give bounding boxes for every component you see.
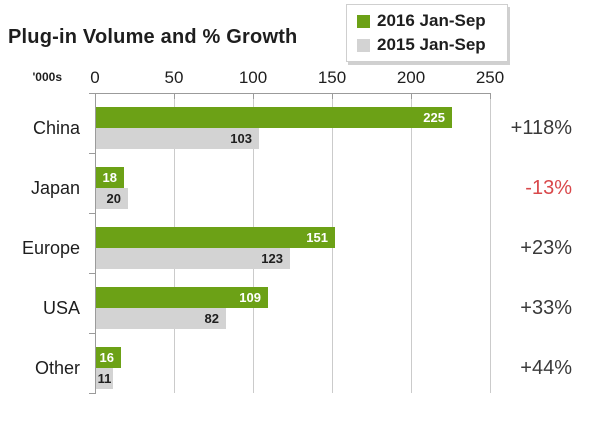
axis-tick-label: 0: [90, 68, 100, 87]
legend: 2016 Jan-Sep 2015 Jan-Sep: [346, 4, 508, 62]
bar-2016: 16: [96, 347, 121, 368]
bar-value-label: 151: [306, 230, 328, 245]
category-axis-tick: [89, 93, 95, 94]
axis-tick: [95, 93, 96, 99]
gridline: [490, 93, 491, 393]
category-axis-tick: [89, 333, 95, 334]
axis-tick: [174, 93, 175, 99]
axis-tick: [490, 93, 491, 99]
legend-item: 2016 Jan-Sep: [357, 11, 507, 31]
axis-tick-label: 250: [475, 68, 505, 87]
category-label: Other: [34, 358, 80, 378]
bar-2015: 123: [96, 248, 290, 269]
gridline: [411, 93, 412, 393]
bar-value-label: 82: [204, 311, 219, 326]
legend-label: 2015 Jan-Sep: [377, 35, 486, 54]
bar-2016: 109: [96, 287, 268, 308]
bar-2016: 151: [96, 227, 335, 248]
category-axis-tick: [89, 153, 95, 154]
bar-value-label: 18: [102, 170, 117, 185]
axis-unit-label: '000s: [32, 70, 62, 84]
category-label: China: [32, 118, 80, 138]
bar-value-label: 225: [423, 110, 445, 125]
chart-title: Plug-in Volume and % Growth: [8, 26, 298, 48]
growth-label: +23%: [520, 237, 572, 259]
axis-tick-label: 150: [317, 68, 347, 87]
growth-label: +33%: [520, 297, 572, 319]
category-axis-tick: [89, 393, 95, 394]
bar-value-label: 16: [99, 350, 114, 365]
axis-tick: [411, 93, 412, 99]
bar-value-label: 11: [97, 371, 112, 386]
legend-item: 2015 Jan-Sep: [357, 35, 507, 55]
bar-value-label: 103: [230, 131, 252, 146]
bar-value-label: 109: [239, 290, 261, 305]
category-label: Europe: [21, 238, 80, 258]
axis-tick: [332, 93, 333, 99]
x-axis-line: [95, 93, 491, 94]
category-axis-tick: [89, 273, 95, 274]
axis-tick: [253, 93, 254, 99]
category-axis-line: [95, 93, 96, 394]
legend-label: 2016 Jan-Sep: [377, 11, 486, 30]
axis-tick-label: 50: [164, 68, 184, 87]
category-label: Japan: [30, 178, 80, 198]
bar-2015: 103: [96, 128, 259, 149]
legend-swatch-icon: [357, 38, 370, 52]
growth-label: -13%: [525, 177, 572, 199]
bar-2015: 82: [96, 308, 226, 329]
growth-label: +118%: [510, 117, 572, 139]
bar-value-label: 20: [106, 191, 121, 206]
bar-2016: 225: [96, 107, 452, 128]
category-label: USA: [42, 298, 80, 318]
bar-2016: 18: [96, 167, 124, 188]
axis-tick-label: 100: [238, 68, 268, 87]
bar-value-label: 123: [261, 251, 283, 266]
category-axis-tick: [89, 213, 95, 214]
axis-tick-label: 200: [396, 68, 426, 87]
legend-swatch-icon: [357, 14, 370, 28]
bar-2015: 20: [96, 188, 128, 209]
growth-label: +44%: [520, 357, 572, 379]
bar-2015: 11: [96, 368, 113, 389]
